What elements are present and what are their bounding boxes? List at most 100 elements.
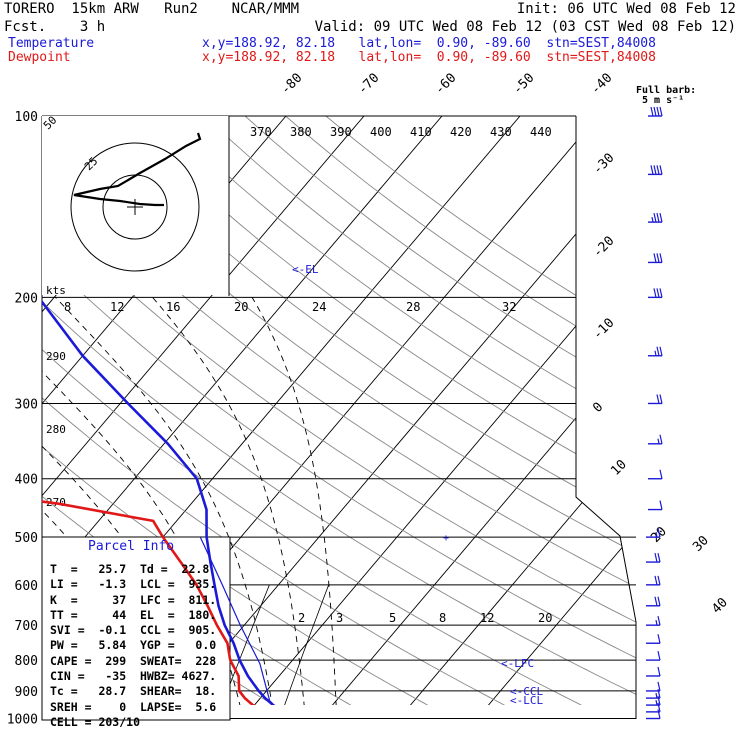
model-title: TORERO 15km ARW Run2 NCAR/MMM xyxy=(4,1,300,17)
wind-barb-flag xyxy=(656,346,660,356)
isotherm-label: 10 xyxy=(608,457,630,479)
theta-e-label: 8 xyxy=(64,300,71,314)
dry-adiabat-line xyxy=(83,116,636,705)
wind-barb xyxy=(648,165,663,176)
wind-barb-half xyxy=(655,692,658,699)
wind-barb-flag xyxy=(656,394,660,404)
level-label: <-CCL xyxy=(510,685,543,698)
isotherm-label: 30 xyxy=(690,533,712,555)
isotherm-label: -80 xyxy=(278,71,305,98)
wind-barb xyxy=(646,666,661,677)
theta-e-label: 16 xyxy=(166,300,180,314)
wind-barb xyxy=(648,434,663,445)
wind-barb-flag xyxy=(657,616,661,626)
isotherm-label: -20 xyxy=(590,234,617,261)
theta-e-label: 20 xyxy=(234,300,248,314)
isotherm-label: -40 xyxy=(588,71,615,98)
wind-barb-flag xyxy=(653,212,657,223)
hodograph-ring-outer xyxy=(70,142,200,272)
right-edge xyxy=(575,116,637,719)
level-label: <-LFC xyxy=(501,657,534,670)
theta-e-label: 12 xyxy=(110,300,124,314)
wind-barb-flag xyxy=(654,575,658,585)
isotherm-line xyxy=(231,116,636,705)
wind-barb xyxy=(648,394,663,405)
wind-barb-flag xyxy=(657,709,661,719)
wind-barb xyxy=(648,346,663,357)
isotherm-line xyxy=(387,116,636,705)
wind-barb-flag xyxy=(650,106,654,117)
isotherm-line xyxy=(42,116,443,705)
wind-barb-flag xyxy=(657,666,661,677)
wind-barb-flag xyxy=(657,634,661,644)
isotherm-label: -50 xyxy=(510,71,537,98)
isotherm-label: -70 xyxy=(355,71,382,98)
parcel-info-row: CELL = 203/10 xyxy=(50,714,141,729)
mixing-ratio-line xyxy=(279,584,330,705)
wind-barb xyxy=(648,212,663,223)
parcel-info-row: CAPE = 299 SWEAT= 228 xyxy=(50,653,217,668)
wind-barb-flag xyxy=(659,106,663,117)
parcel-info-row: TT = 44 EL = 180. xyxy=(50,607,217,622)
wind-barb xyxy=(646,552,661,563)
dry-adiabat-line xyxy=(244,116,636,705)
wind-barb xyxy=(646,616,661,626)
wind-barb-flag xyxy=(657,527,661,538)
parcel-info-row: CIN = -35 HWBZ= 4627. xyxy=(50,669,217,684)
temperature-profile xyxy=(42,116,289,705)
valid-time: Valid: 09 UTC Wed 08 Feb 12 (03 CST Wed … xyxy=(314,19,736,35)
wind-barb-flag xyxy=(659,346,663,356)
wind-barb-flag xyxy=(657,596,661,606)
wind-barb-flag xyxy=(656,212,660,223)
mixing-ratio-label: 5 xyxy=(389,611,396,625)
wind-barb xyxy=(646,702,661,713)
wind-barb xyxy=(648,288,663,299)
wind-barb xyxy=(646,575,661,586)
theta-label: 370 xyxy=(250,125,272,139)
theta-label: 390 xyxy=(330,125,352,139)
wind-barb xyxy=(648,469,663,480)
wind-barb xyxy=(646,527,661,538)
wind-barb-flag xyxy=(656,165,660,175)
wind-barb xyxy=(648,253,663,264)
wind-barb-half xyxy=(654,350,657,356)
wind-barb-flag xyxy=(659,253,663,263)
wind-barb-flag xyxy=(656,288,660,298)
wind-barb xyxy=(646,634,661,644)
wind-barb xyxy=(646,681,661,692)
level-label: + xyxy=(443,533,449,544)
wind-barb-flag xyxy=(657,650,661,661)
theta-label: 430 xyxy=(490,125,512,139)
parcel-info-box xyxy=(41,536,231,721)
isotherm-line xyxy=(42,116,365,705)
mixing-ratio-label: 8 xyxy=(439,611,446,625)
wind-barb-flag xyxy=(656,106,660,117)
barb-legend-unit: 5 m s⁻¹ xyxy=(642,95,685,106)
pressure-tick-label: 700 xyxy=(15,619,38,634)
wind-barb-half xyxy=(657,438,660,444)
wind-barb-flag xyxy=(659,394,663,404)
pressure-tick-label: 100 xyxy=(15,110,38,125)
theta-e-label: 32 xyxy=(502,300,516,314)
dry-adiabat-line xyxy=(325,116,636,705)
isotherm-label: 40 xyxy=(709,595,731,617)
wind-barb xyxy=(646,596,661,607)
dry-adiabat-line xyxy=(42,116,636,705)
pressure-tick-label: 900 xyxy=(15,685,38,700)
pressure-tick-label: 600 xyxy=(15,579,38,594)
mixing-ratio-label: 2 xyxy=(298,611,305,625)
parcel-info-row: PW = 5.84 YGP = 0.0 xyxy=(50,638,217,653)
wind-barb xyxy=(648,106,663,117)
wind-barb-half xyxy=(655,699,658,706)
isotherm-label: 0 xyxy=(590,400,606,416)
wind-barb-flag xyxy=(659,469,663,479)
wind-barb-half xyxy=(655,532,658,538)
mixing-ratio-label: 3 xyxy=(336,611,343,625)
dewpoint-legend: Dewpoint xyxy=(8,50,71,65)
wind-barb-flag xyxy=(657,575,661,585)
wind-barb-flag xyxy=(656,253,660,263)
init-time: Init: 06 UTC Wed 08 Feb 12 xyxy=(516,1,736,17)
wind-barb-flag xyxy=(657,552,661,563)
